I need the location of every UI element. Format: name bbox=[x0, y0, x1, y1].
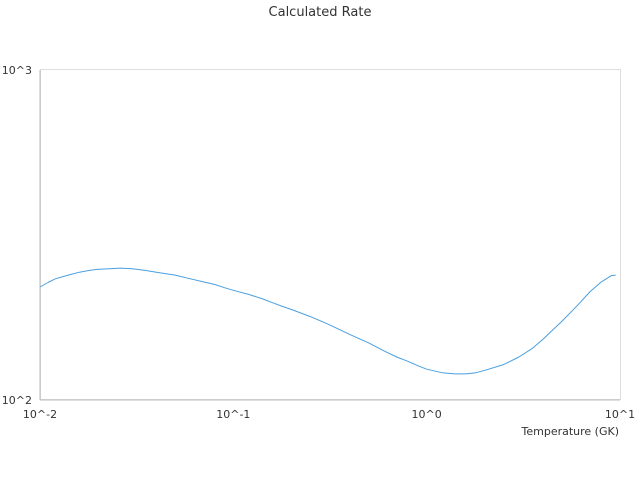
x-tick-label: 10^1 bbox=[605, 408, 635, 421]
series-line bbox=[39, 267, 616, 375]
x-tick-label: 10^-1 bbox=[216, 408, 250, 421]
series-group bbox=[39, 267, 616, 375]
y-tick-label: 10^2 bbox=[2, 394, 32, 407]
chart-title: Calculated Rate bbox=[269, 5, 372, 20]
x-axis-label: Temperature (GK) bbox=[521, 425, 620, 438]
x-tick-labels: 10^-2 10^-1 10^0 10^1 bbox=[23, 408, 635, 421]
x-tick-label: 10^-2 bbox=[23, 408, 57, 421]
x-tick-label: 10^0 bbox=[412, 408, 442, 421]
y-tick-label: 10^3 bbox=[2, 64, 32, 77]
y-tick-labels: 10^3 10^2 bbox=[2, 64, 32, 407]
plot-area-frame bbox=[40, 69, 621, 400]
